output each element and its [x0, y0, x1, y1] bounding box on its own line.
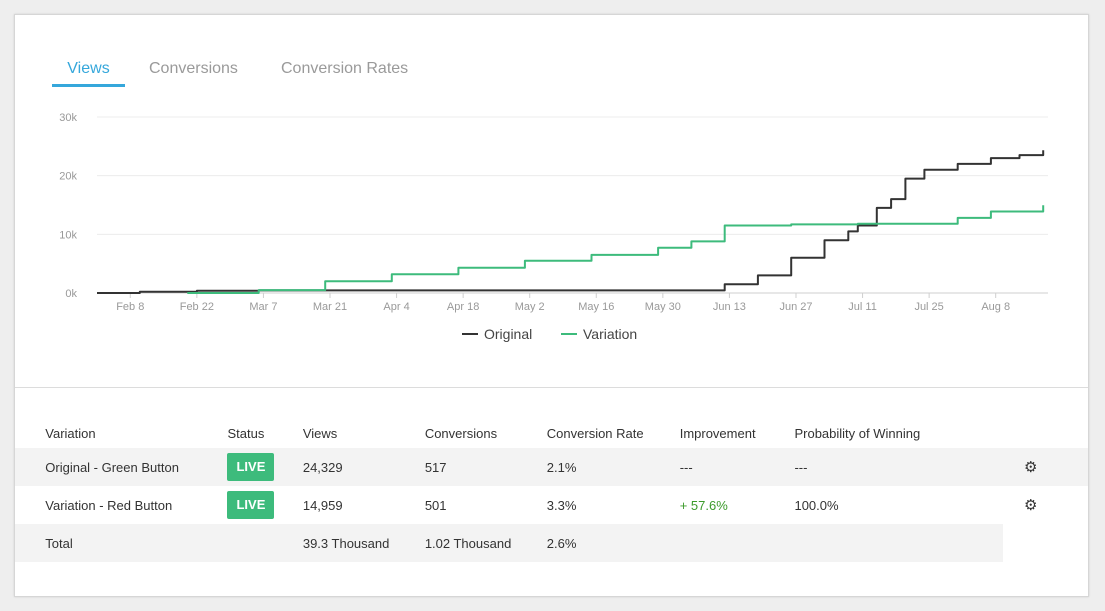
table-row: Original - Green Button LIVE 24,329 517 … — [15, 448, 1088, 486]
y-tick-label: 10k — [59, 229, 77, 241]
x-tick-label: May 30 — [645, 301, 681, 313]
tab-views[interactable]: Views — [52, 59, 125, 87]
legend-label-variation: Variation — [583, 326, 637, 342]
x-tick-label: Jul 25 — [914, 301, 943, 313]
improvement-value: --- — [679, 448, 795, 486]
x-tick-label: Jun 27 — [779, 301, 812, 313]
series-line-variation — [187, 205, 1045, 294]
header-views: Views — [302, 425, 338, 441]
conversions-value: 501 — [424, 497, 447, 513]
results-table: Variation Status Views Conversions Conve… — [15, 418, 1088, 562]
y-tick-label: 0k — [65, 288, 77, 300]
header-probability: Probability of Winning — [794, 425, 921, 441]
tab-conversions-label: Conversions — [149, 60, 238, 77]
x-tick-label: Aug 8 — [981, 301, 1010, 313]
table-row: Variation - Red Button LIVE 14,959 501 3… — [15, 486, 1088, 524]
x-tick-label: May 2 — [515, 301, 545, 313]
views-line-chart: 0k 10k 20k 30k Feb 8 Feb 22 Mar 7 Mar 21 Apr 4 Ap… — [59, 112, 1048, 342]
gear-icon[interactable]: ⚙ — [1024, 459, 1038, 476]
header-conversions: Conversions — [424, 425, 498, 441]
experiment-results-card: Views Conversions Conversion Rates 0k 10k… — [14, 14, 1089, 597]
x-tick-label: Feb 22 — [180, 301, 214, 313]
tab-active-underline — [52, 84, 125, 87]
conversions-value: 517 — [424, 448, 547, 486]
gear-icon[interactable]: ⚙ — [1024, 497, 1038, 514]
status-badge: LIVE — [227, 491, 275, 519]
status-badge: LIVE — [227, 453, 275, 481]
conversion-rate-value: 2.1% — [546, 448, 680, 486]
y-tick-label: 20k — [59, 171, 77, 183]
section-divider — [15, 387, 1088, 388]
views-value: 14,959 — [302, 497, 343, 513]
variation-name: Original - Green Button — [45, 448, 228, 486]
x-tick-label: Jun 13 — [713, 301, 746, 313]
x-tick-label: Apr 18 — [447, 301, 479, 313]
header-status: Status — [227, 425, 265, 441]
x-tick-label: Mar 7 — [249, 301, 277, 313]
x-tick-label: Mar 21 — [313, 301, 347, 313]
improvement-value: + 57.6% — [679, 497, 728, 513]
probability-value: --- — [794, 448, 1003, 486]
tab-conversion-rates-label: Conversion Rates — [281, 60, 409, 77]
total-conversions: 1.02 Thousand — [424, 524, 547, 562]
tab-conversions[interactable]: Conversions — [149, 59, 238, 87]
table-header-row: Variation Status Views Conversions Conve… — [15, 418, 1088, 448]
tab-conversion-rates[interactable]: Conversion Rates — [281, 59, 408, 87]
views-value: 24,329 — [302, 448, 425, 486]
conversion-rate-value: 3.3% — [546, 497, 577, 513]
tab-views-label: Views — [67, 60, 110, 77]
variation-name: Variation - Red Button — [45, 497, 173, 513]
x-tick-label: Feb 8 — [116, 301, 144, 313]
total-row: Total 39.3 Thousand 1.02 Thousand 2.6% — [15, 524, 1088, 562]
header-variation: Variation — [45, 425, 96, 441]
legend-label-original: Original — [484, 326, 532, 342]
header-conversion-rate: Conversion Rate — [546, 425, 644, 441]
x-tick-label: May 16 — [578, 301, 614, 313]
y-tick-label: 30k — [59, 112, 77, 124]
total-label: Total — [45, 524, 228, 562]
total-conversion-rate: 2.6% — [546, 524, 680, 562]
series-line-original — [97, 150, 1045, 294]
probability-value: 100.0% — [794, 497, 839, 513]
x-tick-label: Jul 11 — [848, 301, 877, 313]
total-views: 39.3 Thousand — [302, 524, 425, 562]
x-tick-label: Apr 4 — [383, 301, 409, 313]
header-improvement: Improvement — [679, 425, 756, 441]
